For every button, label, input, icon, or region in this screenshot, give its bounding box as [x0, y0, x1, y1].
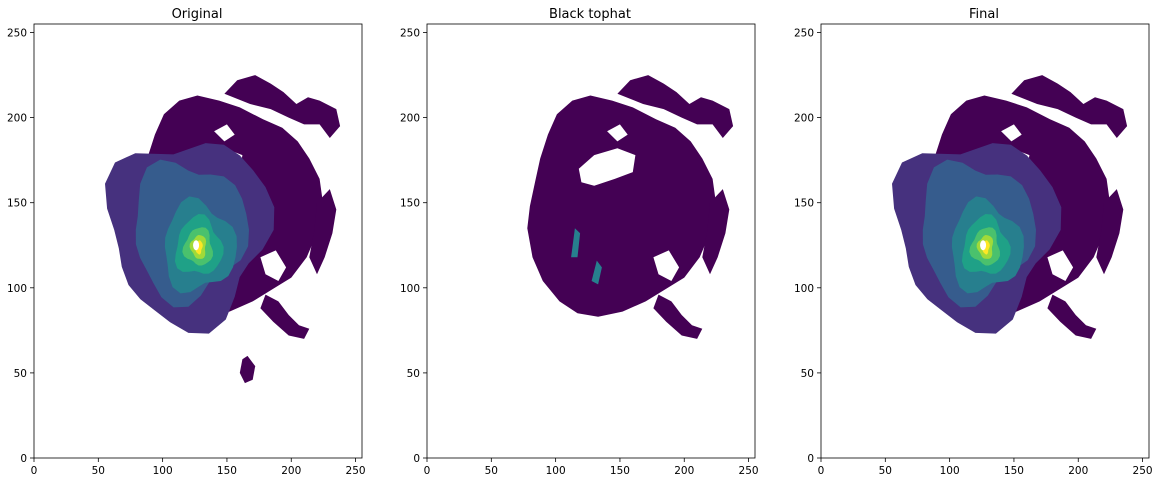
- contour-gap: [1047, 250, 1074, 281]
- y-tick-label: 250: [400, 28, 420, 40]
- contour-tail: [653, 294, 703, 339]
- y-tick-label: 50: [801, 368, 814, 380]
- y-tick-label: 200: [400, 113, 420, 125]
- x-tick-label: 0: [818, 465, 825, 477]
- y-tick-label: 150: [794, 198, 814, 210]
- y-tick-label: 200: [7, 113, 27, 125]
- y-tick-label: 50: [14, 368, 27, 380]
- plot-final: [821, 24, 1149, 458]
- axes-frame: [820, 23, 1150, 459]
- y-tick-label: 250: [794, 28, 814, 40]
- x-tick-label: 50: [485, 465, 498, 477]
- contour-top-band: [1011, 75, 1128, 138]
- panel-final: Final 0 50 100 150 200 250 0 50 100 150 200 250: [794, 7, 1153, 477]
- y-tick-label: 150: [400, 198, 420, 210]
- y-tick-label: 200: [794, 113, 814, 125]
- x-tick-label: 150: [217, 465, 237, 477]
- contour-gap: [607, 124, 628, 142]
- contour-gap: [653, 250, 680, 281]
- contour-tail: [1047, 294, 1097, 339]
- plot-black-tophat: [427, 24, 755, 458]
- contour-tail-small: [239, 355, 256, 384]
- x-tick-label: 100: [546, 465, 566, 477]
- contour-top-band: [617, 75, 734, 138]
- contour-streak: [571, 228, 581, 258]
- x-tick-label: 50: [92, 465, 105, 477]
- contour-right-arm: [1096, 189, 1124, 275]
- contour-top-band: [224, 75, 341, 138]
- contour-tail: [260, 294, 310, 339]
- x-tick-label: 50: [879, 465, 892, 477]
- y-tick-label: 0: [807, 453, 814, 465]
- x-tick-label: 0: [31, 465, 38, 477]
- x-tick-label: 200: [281, 465, 301, 477]
- y-tick-label: 150: [7, 198, 27, 210]
- axis-original: 0 50 100 150 200 250 0 50 100 150 200 250: [7, 23, 366, 477]
- panel-original: Original 0 50 100 150 200 250 0 50 100 150 200 250: [7, 7, 366, 477]
- y-tick-label: 250: [7, 28, 27, 40]
- y-tick-label: 100: [794, 283, 814, 295]
- x-tick-label: 250: [739, 465, 759, 477]
- axes-frame: [426, 23, 756, 459]
- x-tick-label: 100: [153, 465, 173, 477]
- panel-black-tophat: Black tophat 0 50 100 150 200 250 0 50 100 150 200…: [400, 7, 759, 477]
- title-original: Original: [172, 7, 223, 22]
- x-tick-label: 150: [610, 465, 630, 477]
- title-final: Final: [969, 7, 999, 22]
- plot-original: [34, 24, 362, 458]
- eye: [193, 240, 200, 251]
- contour-gap: [1001, 124, 1022, 142]
- x-tick-label: 100: [940, 465, 960, 477]
- x-tick-label: 150: [1004, 465, 1024, 477]
- x-tick-label: 250: [1133, 465, 1153, 477]
- axis-black-tophat: 0 50 100 150 200 250 0 50 100 150 200 250: [400, 23, 759, 477]
- y-tick-label: 0: [413, 453, 420, 465]
- eye: [980, 240, 987, 251]
- axis-final: 0 50 100 150 200 250 0 50 100 150 200 250: [794, 23, 1153, 477]
- x-tick-label: 200: [674, 465, 694, 477]
- contour-right-arm: [702, 189, 730, 275]
- y-tick-label: 100: [400, 283, 420, 295]
- axes-frame: [33, 23, 363, 459]
- title-black-tophat: Black tophat: [549, 7, 631, 22]
- y-tick-label: 0: [20, 453, 27, 465]
- y-tick-label: 100: [7, 283, 27, 295]
- contour-gap: [578, 148, 636, 186]
- contour-right-arm: [309, 189, 337, 275]
- y-tick-label: 50: [407, 368, 420, 380]
- contour-gap: [214, 124, 235, 142]
- x-tick-label: 0: [424, 465, 431, 477]
- x-tick-label: 250: [346, 465, 366, 477]
- contour-gap: [260, 250, 287, 281]
- x-tick-label: 200: [1068, 465, 1088, 477]
- contour-streak: [591, 260, 602, 285]
